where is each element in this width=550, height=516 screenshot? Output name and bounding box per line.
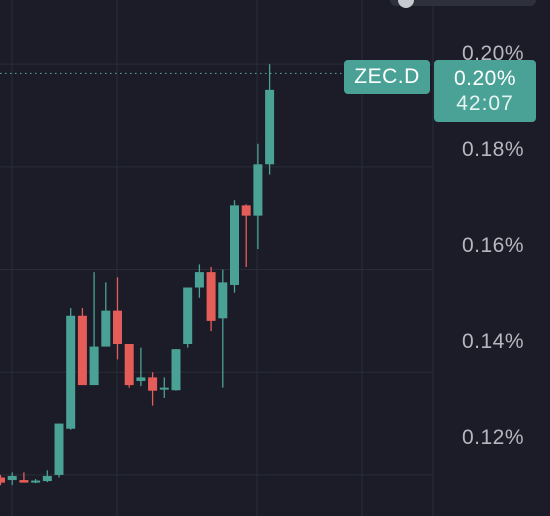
candle-body bbox=[42, 475, 52, 482]
price-axis-label: 0.20% bbox=[461, 42, 524, 65]
candle-body bbox=[89, 346, 99, 386]
candle-body bbox=[206, 272, 216, 321]
candle-body bbox=[183, 287, 193, 344]
bar-countdown-label: 42:07 bbox=[456, 92, 514, 115]
last-price-label: 0.20% bbox=[453, 67, 517, 90]
candle-body bbox=[265, 89, 275, 165]
toolbar-pill[interactable] bbox=[390, 0, 536, 8]
last-price-badge: 0.20% 42:07 bbox=[434, 60, 536, 122]
candle-body bbox=[148, 377, 158, 391]
candle-body bbox=[136, 377, 146, 381]
candle-body bbox=[101, 310, 111, 347]
toolbar-pill-icon[interactable] bbox=[398, 0, 414, 8]
candle-body bbox=[218, 282, 228, 319]
candle-body bbox=[241, 205, 251, 216]
symbol-label: ZEC.D bbox=[354, 65, 420, 88]
price-axis-label: 0.16% bbox=[461, 234, 524, 257]
candle-body bbox=[77, 315, 87, 386]
candle-body bbox=[54, 423, 64, 475]
symbol-badge: ZEC.D bbox=[344, 60, 430, 94]
price-axis-label: 0.18% bbox=[461, 138, 524, 161]
candle-body bbox=[31, 480, 41, 483]
candle-body bbox=[159, 387, 169, 390]
candle-body bbox=[7, 475, 17, 481]
candle-body bbox=[253, 164, 263, 216]
candle-body bbox=[171, 349, 181, 391]
price-axis-label: 0.14% bbox=[461, 330, 524, 353]
candle-body bbox=[19, 480, 29, 483]
candle-body bbox=[66, 315, 76, 429]
candle-body bbox=[0, 477, 5, 483]
candle-body bbox=[113, 310, 122, 344]
candle-body bbox=[230, 205, 239, 285]
candle-body bbox=[194, 272, 204, 288]
candle-body bbox=[124, 344, 134, 386]
price-axis-label: 0.12% bbox=[461, 426, 524, 449]
